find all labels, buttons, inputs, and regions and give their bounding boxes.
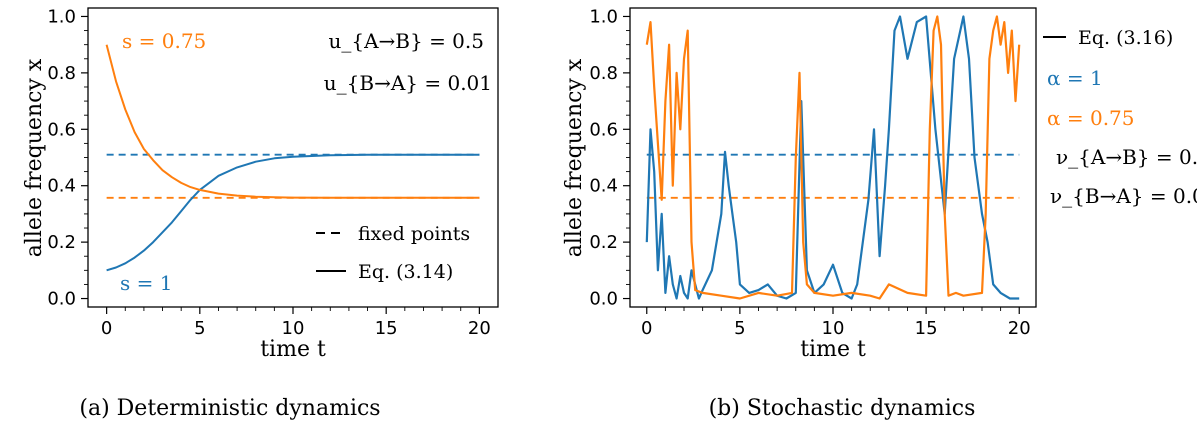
x-tick-label-4: 20	[468, 318, 491, 339]
panel-b-series	[645, 15, 1021, 300]
panel-a-xlabel: time t	[260, 337, 326, 362]
panel-a-annotation-u-ab: u_{A→B} = 0.5	[328, 29, 484, 53]
legend-label-eq-314: Eq. (3.14)	[358, 261, 453, 283]
y-tick-label-4: 0.8	[47, 63, 76, 84]
panel-a-annotation-u-ba: u_{B→A} = 0.01	[324, 71, 492, 95]
legend-label-fixed-points: fixed points	[358, 223, 470, 245]
panel-a-caption: (a) Deterministic dynamics	[79, 396, 380, 421]
y-tick-label-2: 0.4	[589, 176, 618, 197]
legend-label-alpha-075: α = 0.75	[1047, 106, 1135, 130]
panel-b-ylabel: allele frequency x	[562, 58, 587, 257]
y-tick-label-5: 1.0	[47, 6, 76, 27]
y-tick-label-3: 0.6	[589, 119, 618, 140]
x-tick-label-3: 15	[915, 318, 938, 339]
y-tick-label-2: 0.4	[47, 176, 76, 197]
x-tick-label-1: 5	[194, 318, 205, 339]
panel-a-fixed-points	[106, 153, 480, 199]
legend-label-nu-ba: ν_{B→A} = 0.01	[1050, 184, 1197, 208]
y-tick-label-0: 0.0	[47, 289, 76, 310]
y-tick-label-0: 0.0	[589, 289, 618, 310]
legend-label-alpha-1: α = 1	[1047, 66, 1103, 90]
legend-label-nu-ab: ν_{A→B} = 0.5	[1056, 145, 1197, 169]
panel-b-fixed-points	[646, 153, 1020, 199]
series-line-1	[105, 44, 480, 199]
panel-b-caption: (b) Stochastic dynamics	[709, 396, 976, 421]
panel-b-legend: Eq. (3.16) α = 1 α = 0.75 ν_{A→B} = 0.5 …	[1043, 27, 1197, 208]
y-tick-label-5: 1.0	[589, 6, 618, 27]
panel-a-ticks: 0 5 10 15 20 0.0 0.2 0.4 0.6 0.8 1.0	[47, 6, 490, 339]
panel-a-legend: fixed points Eq. (3.14)	[316, 223, 470, 283]
x-tick-label-2: 10	[822, 318, 845, 339]
panel-b: 0 5 10 15 20 0.0 0.2 0.4 0.6 0.8 1.0 allele freque…	[562, 6, 1197, 421]
x-tick-label-2: 10	[282, 318, 305, 339]
legend-label-eq-316: Eq. (3.16)	[1078, 27, 1173, 49]
panel-a-annotation-s-orange: s = 0.75	[122, 29, 206, 53]
y-tick-label-1: 0.2	[589, 232, 618, 253]
panel-b-ticks: 0 5 10 15 20 0.0 0.2 0.4 0.6 0.8 1.0	[589, 6, 1030, 339]
series-line-1	[645, 15, 1021, 300]
x-tick-label-0: 0	[641, 318, 652, 339]
panel-a-annotation-s-blue: s = 1	[120, 271, 172, 295]
x-tick-label-4: 20	[1008, 318, 1031, 339]
series-line-0	[645, 15, 1020, 300]
x-tick-label-0: 0	[101, 318, 112, 339]
panel-b-xlabel: time t	[800, 337, 866, 362]
x-tick-label-1: 5	[734, 318, 745, 339]
y-tick-label-1: 0.2	[47, 232, 76, 253]
panel-a-series	[105, 44, 480, 272]
panel-a: 0 5 10 15 20 0.0 0.2 0.4 0.6 0.8 1.0 allele freque…	[22, 6, 499, 421]
panel-a-ylabel: allele frequency x	[22, 58, 47, 257]
y-tick-label-4: 0.8	[589, 63, 618, 84]
y-tick-label-3: 0.6	[47, 119, 76, 140]
series-line-0	[106, 153, 480, 272]
x-tick-label-3: 15	[375, 318, 398, 339]
